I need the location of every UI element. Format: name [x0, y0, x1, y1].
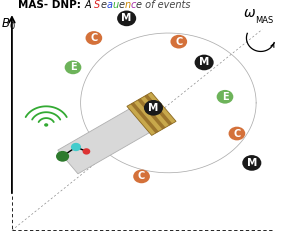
- Text: MAS: MAS: [255, 16, 273, 25]
- Polygon shape: [144, 94, 172, 125]
- Text: A: A: [84, 0, 94, 10]
- Text: S: S: [94, 0, 100, 10]
- Text: e: e: [100, 0, 106, 10]
- Circle shape: [117, 11, 136, 26]
- Text: M: M: [199, 58, 209, 67]
- Text: $\omega$: $\omega$: [243, 6, 256, 20]
- Text: e: e: [119, 0, 125, 10]
- Text: M: M: [247, 158, 257, 168]
- Text: $B_0$: $B_0$: [1, 17, 16, 32]
- Polygon shape: [137, 98, 165, 129]
- Text: E: E: [222, 92, 228, 102]
- Circle shape: [71, 143, 81, 151]
- Text: M: M: [148, 103, 159, 113]
- Circle shape: [144, 100, 163, 116]
- Text: of events: of events: [142, 0, 190, 10]
- Polygon shape: [58, 103, 160, 174]
- Text: C: C: [175, 37, 182, 47]
- Text: M: M: [122, 13, 132, 23]
- Circle shape: [170, 35, 187, 49]
- Text: c: c: [131, 0, 136, 10]
- Circle shape: [83, 148, 90, 155]
- Text: E: E: [70, 62, 76, 72]
- Polygon shape: [131, 102, 159, 133]
- Circle shape: [242, 155, 261, 171]
- Circle shape: [65, 61, 81, 74]
- Text: MAS- DNP:: MAS- DNP:: [18, 0, 84, 10]
- Circle shape: [217, 90, 233, 104]
- Circle shape: [56, 151, 69, 162]
- Text: C: C: [233, 129, 240, 138]
- Circle shape: [229, 127, 245, 140]
- Text: n: n: [125, 0, 131, 10]
- Circle shape: [44, 123, 48, 127]
- Text: C: C: [90, 33, 97, 43]
- Circle shape: [195, 55, 214, 70]
- Text: e: e: [136, 0, 142, 10]
- Text: a: a: [106, 0, 112, 10]
- Circle shape: [86, 31, 102, 45]
- Polygon shape: [127, 92, 176, 135]
- Circle shape: [133, 170, 150, 183]
- Text: u: u: [112, 0, 119, 10]
- Text: C: C: [138, 172, 145, 181]
